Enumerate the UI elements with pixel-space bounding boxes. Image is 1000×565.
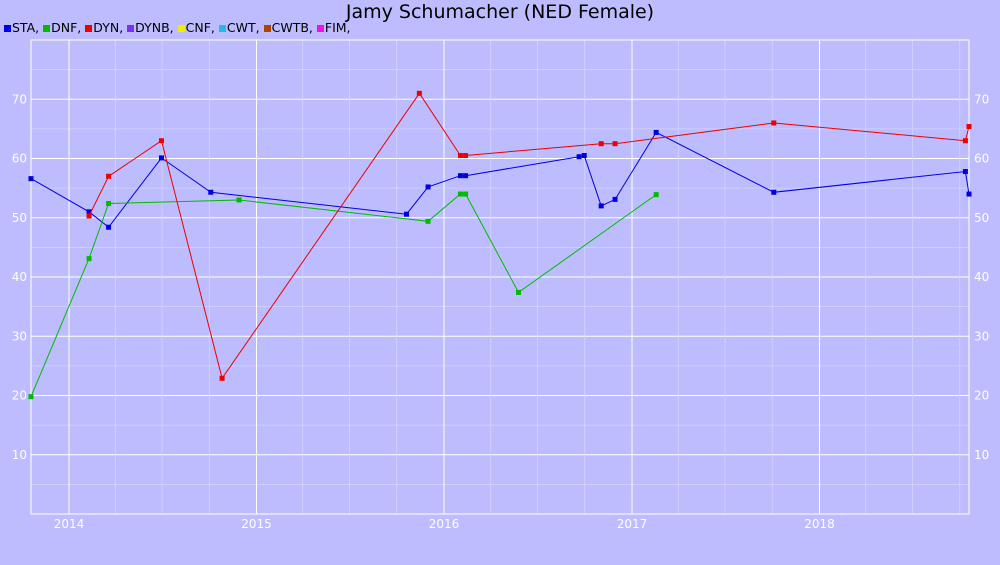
x-tick-label: 2015 [241, 517, 272, 531]
y-tick-label-left: 70 [12, 92, 27, 106]
legend-label: CWT, [226, 20, 260, 35]
legend-swatch [316, 24, 324, 32]
data-point [653, 129, 659, 135]
data-point [598, 141, 604, 147]
data-point [404, 211, 410, 217]
legend-label: DNF, [51, 20, 82, 35]
series-sta [28, 129, 972, 230]
data-point [158, 155, 164, 161]
data-point [581, 153, 587, 159]
legend-label: DYNB, [135, 20, 174, 35]
legend: STA, DNF, DYN, DYNB, CNF, CWT, CWTB, FIM, [4, 20, 355, 35]
y-tick-label-left: 20 [12, 389, 27, 403]
legend-label: DYN, [93, 20, 124, 35]
legend-swatch [43, 24, 51, 32]
data-point [962, 169, 968, 175]
legend-item: STA, [4, 20, 43, 35]
data-point [457, 191, 463, 197]
data-point [219, 375, 225, 381]
legend-item: DYN, [85, 20, 127, 35]
series-line [88, 92, 970, 380]
legend-item: DYNB, [127, 20, 177, 35]
data-point [86, 213, 92, 219]
y-tick-label-left: 10 [12, 448, 27, 462]
y-tick-label-right: 40 [974, 270, 989, 284]
y-tick-label-right: 20 [974, 389, 989, 403]
y-tick-label-right: 70 [974, 92, 989, 106]
data-point [966, 191, 972, 197]
legend-label: CWTB, [271, 20, 313, 35]
legend-swatch [263, 24, 271, 32]
data-point [208, 189, 214, 195]
plot-frame [30, 39, 970, 515]
legend-swatch [177, 24, 185, 32]
legend-item: CNF, [177, 20, 219, 35]
legend-item: CWT, [218, 20, 264, 35]
data-point [457, 153, 463, 159]
legend-item: FIM, [316, 20, 355, 35]
y-tick-label-left: 50 [12, 211, 27, 225]
data-point [457, 173, 463, 179]
x-tick-label: 2017 [617, 517, 648, 531]
series-dnf [28, 191, 659, 400]
legend-swatch [85, 24, 93, 32]
legend-label: STA, [12, 20, 40, 35]
data-point [653, 192, 659, 198]
y-tick-label-left: 40 [12, 270, 27, 284]
data-point [106, 224, 112, 230]
data-point [86, 256, 92, 262]
y-tick-label-right: 30 [974, 329, 989, 343]
data-point [966, 124, 972, 130]
data-point [86, 209, 92, 215]
data-point [515, 289, 521, 295]
legend-swatch [127, 24, 135, 32]
legend-swatch [4, 24, 11, 32]
data-point [612, 141, 618, 147]
data-point [236, 197, 242, 203]
x-tick-label: 2014 [54, 517, 85, 531]
legend-item: CWTB, [263, 20, 317, 35]
y-tick-label-left: 60 [12, 152, 27, 166]
x-tick-label: 2018 [804, 517, 835, 531]
data-point [463, 153, 469, 159]
data-point [771, 120, 777, 126]
data-point [425, 218, 431, 224]
legend-label: FIM, [324, 20, 351, 35]
data-point [28, 176, 34, 182]
data-point [771, 189, 777, 195]
data-point [425, 184, 431, 190]
series-dyn [86, 90, 972, 381]
data-point [612, 196, 618, 202]
data-point [463, 173, 469, 179]
y-tick-label-right: 60 [974, 152, 989, 166]
data-point [28, 394, 34, 400]
y-tick-label-right: 10 [974, 448, 989, 462]
legend-item: DNF, [43, 20, 85, 35]
data-point [158, 138, 164, 144]
data-point [463, 191, 469, 197]
data-point [962, 138, 968, 144]
data-point [416, 90, 422, 96]
x-tick-label: 2016 [429, 517, 460, 531]
y-tick-label-left: 30 [12, 329, 27, 343]
data-point [576, 154, 582, 160]
y-tick-label-right: 50 [974, 211, 989, 225]
data-point [106, 173, 112, 179]
data-point [598, 203, 604, 209]
data-point [106, 201, 112, 207]
legend-label: CNF, [185, 20, 215, 35]
chart-title: Jamy Schumacher (NED Female) [345, 1, 655, 23]
legend-swatch [218, 24, 226, 32]
